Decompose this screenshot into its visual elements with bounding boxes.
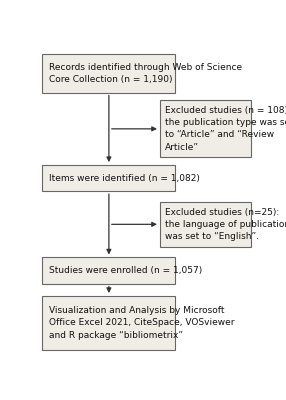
Text: Excluded studies (n=25):
the language of publication
was set to “English”.: Excluded studies (n=25): the language of… xyxy=(165,208,286,241)
Text: Items were identified (n = 1,082): Items were identified (n = 1,082) xyxy=(49,174,200,183)
FancyBboxPatch shape xyxy=(160,100,251,157)
FancyBboxPatch shape xyxy=(42,54,175,93)
FancyBboxPatch shape xyxy=(42,165,175,191)
FancyBboxPatch shape xyxy=(42,258,175,284)
Text: Excluded studies (n = 108):
the publication type was set
to “Article” and “Revie: Excluded studies (n = 108): the publicat… xyxy=(165,106,286,152)
Text: Studies were enrolled (n = 1,057): Studies were enrolled (n = 1,057) xyxy=(49,266,202,275)
Text: Records identified through Web of Science
Core Collection (n = 1,190): Records identified through Web of Scienc… xyxy=(49,63,242,84)
FancyBboxPatch shape xyxy=(160,202,251,247)
FancyBboxPatch shape xyxy=(42,296,175,350)
Text: Visualization and Analysis by Microsoft
Office Excel 2021, CiteSpace, VOSviewer
: Visualization and Analysis by Microsoft … xyxy=(49,306,235,340)
